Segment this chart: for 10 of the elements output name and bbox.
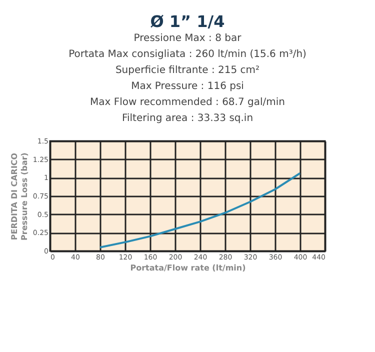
text: Pressione Max : 8 bar <box>134 33 242 44</box>
x-axis-title: Portata/Flow rate (lt/min) <box>130 264 246 272</box>
text: Max Pressure : 116 psi <box>131 81 244 92</box>
text: Filtering area : 33.33 sq.in <box>122 113 254 124</box>
line-series <box>99 172 301 248</box>
y-axis-title: PERDITA DI CARICO Pressure Loss (bar) <box>10 152 29 240</box>
text: Max Flow recommended : 68.7 gal/min <box>90 97 285 108</box>
text: Superficie filtrante : 215 cm² <box>115 65 260 76</box>
chart-title: Ø 1” 1/4 <box>150 12 225 31</box>
text: Portata Max consigliata : 260 lt/min (15.6 m³/h) <box>68 49 307 60</box>
